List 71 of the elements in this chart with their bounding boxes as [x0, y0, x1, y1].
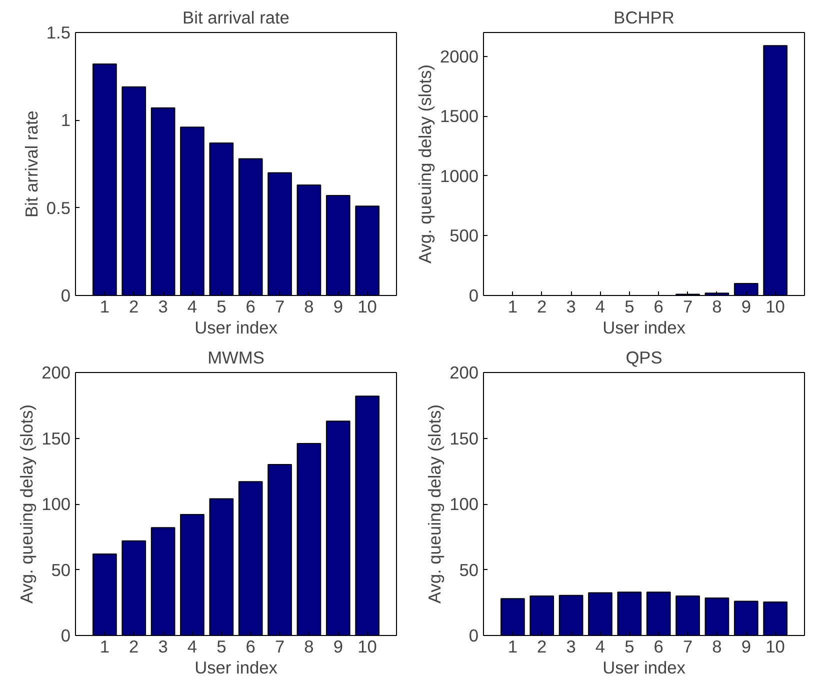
x-tick-label: 5	[216, 636, 226, 656]
x-tick-label: 2	[537, 636, 547, 656]
x-tick-label: 10	[358, 636, 377, 656]
x-tick-label: 8	[712, 296, 722, 316]
y-tick-label: 2000	[440, 46, 479, 66]
y-tick-label: 0	[468, 286, 479, 306]
x-tick-label: 2	[129, 636, 139, 656]
x-tick-label: 3	[566, 296, 576, 316]
y-tick-label: 0	[60, 626, 71, 646]
x-tick-label: 4	[595, 636, 606, 656]
x-tick-label: 9	[333, 636, 343, 656]
x-tick-label: 9	[333, 296, 343, 316]
x-axis-title: User index	[602, 318, 686, 338]
y-axis-title: Avg. queuing delay (slots)	[414, 64, 435, 264]
y-tick-label: 500	[450, 226, 479, 246]
x-tick-label: 2	[537, 296, 547, 316]
chart-title: BCHPR	[614, 8, 674, 28]
y-tick-label: 0	[468, 626, 479, 646]
x-tick-label: 5	[624, 636, 634, 656]
y-axis-title: Avg. queuing delay (slots)	[424, 404, 445, 604]
x-tick-label: 3	[158, 296, 168, 316]
x-tick-label: 7	[274, 296, 285, 316]
x-tick-label: 9	[741, 636, 751, 656]
y-tick-label: 150	[450, 428, 479, 448]
x-tick-label: 1	[508, 636, 518, 656]
chart-title: Bit arrival rate	[182, 8, 290, 28]
x-tick-label: 10	[766, 296, 785, 316]
x-tick-label: 10	[358, 296, 377, 316]
y-tick-label: 50	[459, 560, 479, 580]
y-tick-label: 150	[42, 428, 71, 448]
x-tick-label: 8	[712, 636, 722, 656]
y-tick-label: 1	[60, 110, 71, 130]
x-tick-label: 6	[654, 296, 664, 316]
x-tick-label: 6	[654, 636, 664, 656]
chart-title: QPS	[626, 348, 662, 368]
y-tick-label: 200	[450, 362, 479, 382]
y-tick-label: 1500	[440, 106, 479, 126]
x-tick-label: 3	[158, 636, 168, 656]
x-tick-label: 7	[682, 296, 693, 316]
y-tick-label: 200	[42, 362, 71, 382]
x-tick-label: 4	[187, 636, 198, 656]
x-tick-label: 8	[304, 636, 314, 656]
y-tick-label: 1000	[440, 166, 479, 186]
chart-title: MWMS	[208, 348, 264, 368]
y-tick-label: 0	[60, 286, 71, 306]
x-tick-label: 7	[274, 636, 285, 656]
y-axis-title: Avg. queuing delay (slots)	[16, 404, 37, 604]
x-tick-label: 9	[741, 296, 751, 316]
x-tick-label: 7	[682, 636, 693, 656]
x-tick-label: 8	[304, 296, 314, 316]
x-axis-title: User index	[602, 658, 686, 678]
x-tick-label: 1	[100, 636, 110, 656]
y-axis-title: Bit arrival rate	[21, 110, 42, 218]
y-tick-label: 50	[51, 560, 71, 580]
y-tick-label: 1.5	[46, 22, 71, 42]
y-tick-label: 100	[450, 494, 479, 514]
y-tick-label: 100	[42, 494, 71, 514]
x-axis-title: User index	[194, 318, 278, 338]
x-tick-label: 1	[508, 296, 518, 316]
x-tick-label: 5	[624, 296, 634, 316]
x-tick-label: 2	[129, 296, 139, 316]
y-tick-label: 0.5	[46, 198, 71, 218]
x-tick-label: 4	[187, 296, 198, 316]
x-tick-label: 6	[246, 296, 256, 316]
x-tick-label: 5	[216, 296, 226, 316]
x-tick-label: 6	[246, 636, 256, 656]
x-tick-label: 10	[766, 636, 785, 656]
x-tick-label: 4	[595, 296, 606, 316]
x-axis-title: User index	[194, 658, 278, 678]
x-tick-label: 3	[566, 636, 576, 656]
x-tick-label: 1	[100, 296, 110, 316]
